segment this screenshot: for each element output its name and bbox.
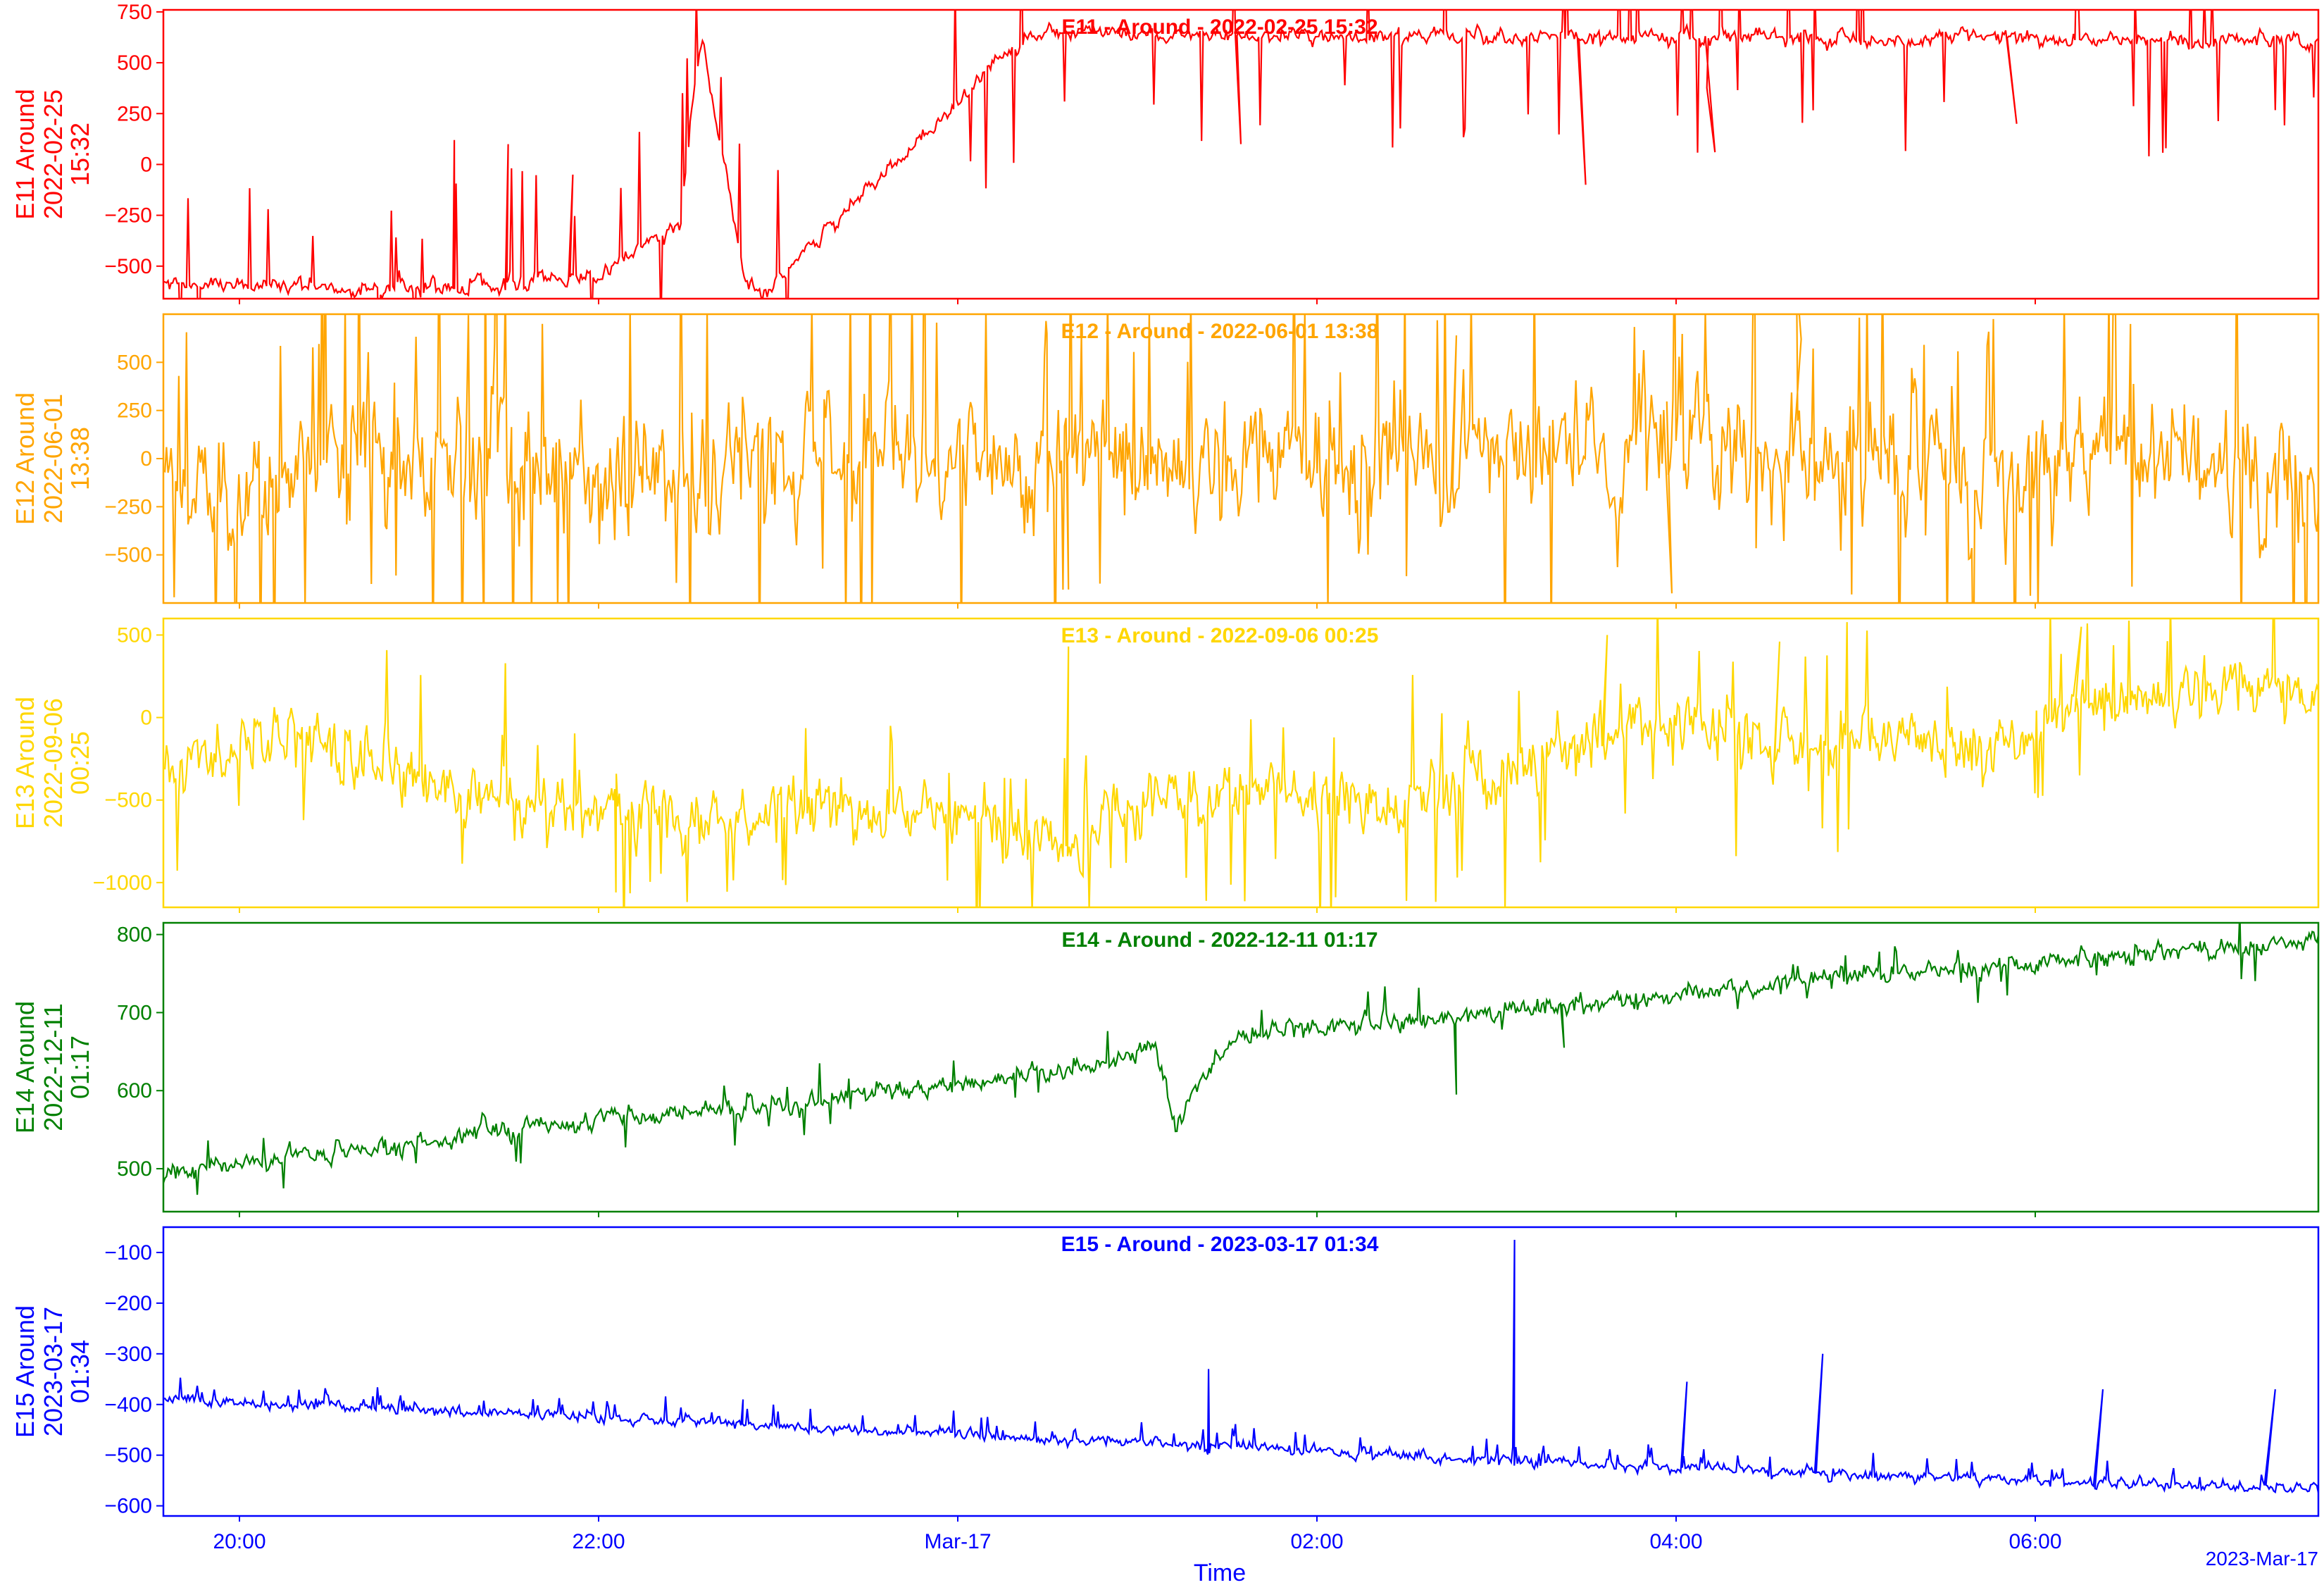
panel-e14: 500 600 700 800 E14 - Around - 2022-12-11 01… xyxy=(11,921,2320,1217)
y-tick-label-e11: −500 xyxy=(104,255,152,278)
y-axis-label-e14: E14 Around2022-12-1101:17 xyxy=(11,1001,94,1133)
series-line-e12 xyxy=(163,314,2318,603)
panel-e13: −1000 −500 0 500 E13 - Around - 2022-09-06 0… xyxy=(11,617,2320,913)
y-tick-label-e14: 500 xyxy=(117,1157,152,1181)
y-tick-label-e12: 0 xyxy=(140,447,152,471)
x-axis: Time 2023-Mar-17 20:00 22:00 Mar-17 02:00 04… xyxy=(213,1530,2318,1585)
chart-panels: −500 −250 0 250 500 750 E11 - Around - 2022-02… xyxy=(11,1,2320,1522)
y-axis-label-e11: E11 Around2022-02-2515:32 xyxy=(11,89,94,219)
y-tick-label-e12: −500 xyxy=(104,544,152,567)
y-axis-label-e13: E13 Around2022-09-0600:25 xyxy=(11,697,94,829)
y-tick-label-e11: 250 xyxy=(117,102,152,125)
y-axis-label-e12: E12 Around2022-06-0113:38 xyxy=(11,392,94,525)
y-tick-label-e12: 250 xyxy=(117,399,152,423)
panel-frame-e15 xyxy=(162,1226,2320,1517)
y-tick-label-e11: 0 xyxy=(140,153,152,176)
y-tick-label-e12: 500 xyxy=(117,351,152,374)
panel-e12: −500 −250 0 250 500 E12 - Around - 2022-06-01… xyxy=(11,313,2320,609)
x-axis-offset-label: 2023-Mar-17 xyxy=(2206,1548,2318,1570)
panel-title-e12: E12 - Around - 2022-06-01 13:38 xyxy=(1061,320,1379,343)
panel-frame-e14 xyxy=(162,921,2320,1213)
x-tick-label: 20:00 xyxy=(213,1530,265,1553)
y-tick-label-e15: −200 xyxy=(104,1292,152,1315)
x-tick-label: 04:00 xyxy=(1649,1530,1702,1553)
y-tick-label-e12: −250 xyxy=(104,495,152,518)
y-tick-label-e15: −400 xyxy=(104,1393,152,1417)
series-line-e13 xyxy=(163,619,2318,907)
y-tick-label-e14: 600 xyxy=(117,1079,152,1102)
x-axis-label: Time xyxy=(1194,1560,1246,1585)
y-tick-label-e13: 500 xyxy=(117,623,152,647)
panel-e15: −600 −500 −400 −300 −200 −100 E15 - Around - 2… xyxy=(11,1226,2320,1522)
series-line-e14 xyxy=(163,923,2318,1195)
panel-title-e11: E11 - Around - 2022-02-25 15:32 xyxy=(1061,15,1377,39)
y-tick-label-e11: −250 xyxy=(104,204,152,228)
y-tick-label-e13: 0 xyxy=(140,707,152,730)
series-line-e11 xyxy=(163,10,2318,299)
y-tick-label-e15: −300 xyxy=(104,1343,152,1366)
y-tick-label-e13: −1000 xyxy=(93,871,152,895)
x-tick-label: 22:00 xyxy=(572,1530,625,1553)
y-tick-label-e15: −100 xyxy=(104,1241,152,1264)
y-tick-label-e11: 750 xyxy=(117,1,152,24)
x-tick-label: 06:00 xyxy=(2008,1530,2061,1553)
panel-title-e15: E15 - Around - 2023-03-17 01:34 xyxy=(1061,1233,1379,1256)
y-axis-label-e15: E15 Around2023-03-1701:34 xyxy=(11,1305,94,1438)
y-tick-label-e11: 500 xyxy=(117,51,152,75)
x-tick-label: 02:00 xyxy=(1290,1530,1343,1553)
y-tick-label-e15: −500 xyxy=(104,1444,152,1467)
x-tick-label: Mar-17 xyxy=(924,1530,991,1553)
panel-frame-e13 xyxy=(162,617,2320,909)
y-tick-label-e14: 800 xyxy=(117,924,152,947)
panel-title-e13: E13 - Around - 2022-09-06 00:25 xyxy=(1061,624,1379,647)
y-tick-label-e14: 700 xyxy=(117,1001,152,1024)
series-line-e15 xyxy=(163,1239,2318,1494)
panel-frame-e11 xyxy=(162,8,2320,300)
y-tick-label-e13: −500 xyxy=(104,789,152,812)
y-tick-label-e15: −600 xyxy=(104,1495,152,1518)
panel-title-e14: E14 - Around - 2022-12-11 01:17 xyxy=(1061,928,1377,952)
panel-e11: −500 −250 0 250 500 750 E11 - Around - 2022-02… xyxy=(11,1,2320,304)
